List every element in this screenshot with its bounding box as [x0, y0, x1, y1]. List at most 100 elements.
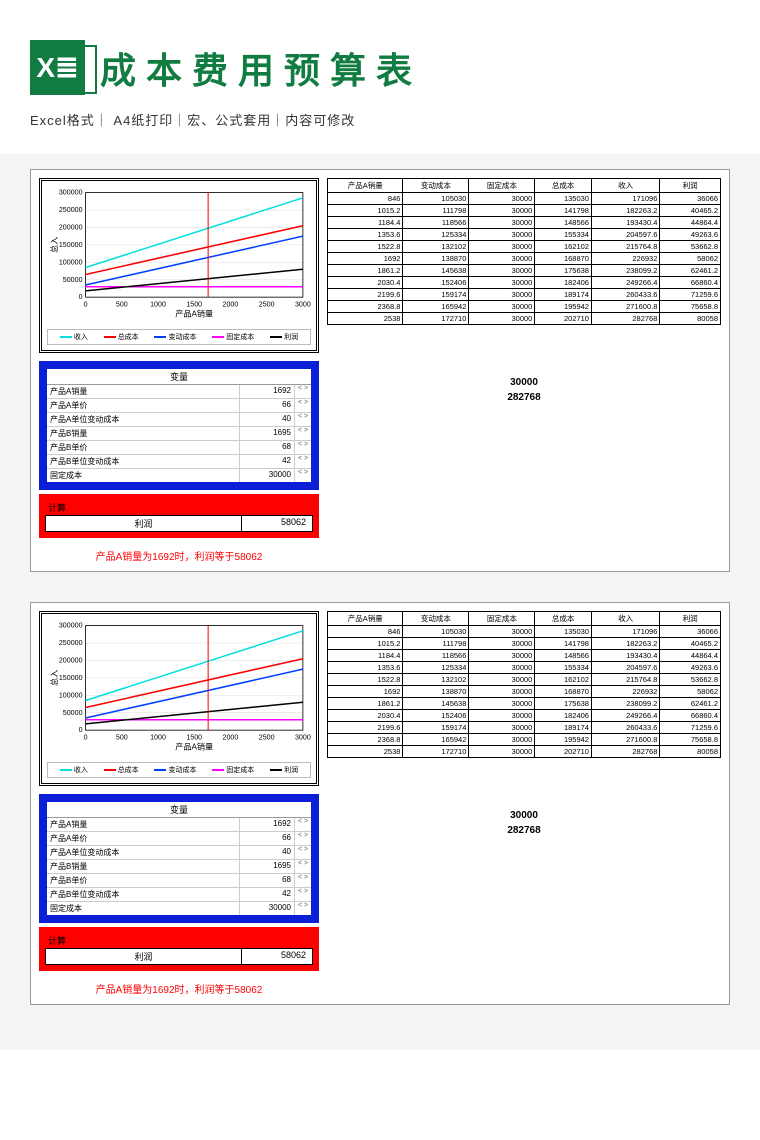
summary-values: 30000 282768	[327, 375, 721, 405]
variable-row: 产品B销量1695< >	[47, 427, 311, 441]
table-row: 2030.415240630000182406249266.466860.4	[328, 710, 721, 722]
svg-text:50000: 50000	[63, 276, 83, 284]
variable-row: 产品A销量1692< >	[47, 818, 311, 832]
calculation-panel: 计算 利润 58062	[39, 927, 319, 971]
sheet-preview-2: 0500001000001500002000002500003000000500…	[30, 602, 730, 1005]
svg-text:1000: 1000	[150, 300, 166, 308]
svg-text:150000: 150000	[59, 241, 83, 249]
line-chart: 0500001000001500002000002500003000000500…	[39, 611, 319, 786]
stepper-control[interactable]: < >	[295, 860, 311, 873]
table-header: 利润	[660, 179, 721, 193]
table-header: 固定成本	[469, 612, 535, 626]
table-header: 收入	[591, 179, 659, 193]
stepper-control[interactable]: < >	[295, 902, 311, 915]
note-text: 产品A销量为1692时，利润等于58062	[39, 548, 319, 563]
page-title: 成本费用预算表	[100, 42, 422, 94]
svg-text:2500: 2500	[259, 300, 275, 308]
stepper-control[interactable]: < >	[295, 818, 311, 831]
svg-text:2000: 2000	[223, 733, 239, 741]
table-row: 1353.612533430000155334204597.649263.6	[328, 229, 721, 241]
svg-text:100000: 100000	[59, 258, 83, 266]
svg-text:500: 500	[116, 733, 128, 741]
variable-row: 产品A单价66< >	[47, 832, 311, 846]
variable-row: 产品B单位变动成本42< >	[47, 888, 311, 902]
variables-panel: 变量 产品A销量1692< >产品A单价66< >产品A单位变动成本40< >产…	[39, 361, 319, 490]
calc-value: 58062	[242, 516, 312, 531]
svg-text:0: 0	[79, 293, 83, 301]
variables-panel: 变量 产品A销量1692< >产品A单价66< >产品A单位变动成本40< >产…	[39, 794, 319, 923]
table-header: 利润	[660, 612, 721, 626]
table-row: 2199.615917430000189174260433.671259.6	[328, 722, 721, 734]
stepper-control[interactable]: < >	[295, 413, 311, 426]
summary-values: 30000 282768	[327, 808, 721, 838]
variable-row: 产品A单位变动成本40< >	[47, 413, 311, 427]
svg-text:1500: 1500	[186, 300, 202, 308]
table-header: 产品A销量	[328, 612, 403, 626]
table-row: 2368.816594230000195942271600.875658.8	[328, 301, 721, 313]
chart-svg: 0500001000001500002000002500003000000500…	[47, 619, 311, 754]
svg-text:1500: 1500	[186, 733, 202, 741]
legend-item: 总成本	[104, 332, 139, 342]
legend-item: 收入	[60, 765, 88, 775]
stepper-control[interactable]: < >	[295, 455, 311, 468]
legend-item: 总成本	[104, 765, 139, 775]
table-row: 1015.211179830000141798182263.240465.2	[328, 205, 721, 217]
stepper-control[interactable]: < >	[295, 385, 311, 398]
svg-text:500: 500	[116, 300, 128, 308]
stepper-control[interactable]: < >	[295, 832, 311, 845]
chart-legend: 收入总成本变动成本固定成本利润	[47, 762, 311, 778]
table-row: 1015.211179830000141798182263.240465.2	[328, 638, 721, 650]
stepper-control[interactable]: < >	[295, 888, 311, 901]
svg-text:150000: 150000	[59, 674, 83, 682]
variable-row: 产品B销量1695< >	[47, 860, 311, 874]
chart-svg: 0500001000001500002000002500003000000500…	[47, 186, 311, 321]
legend-item: 变动成本	[154, 332, 196, 342]
variable-row: 产品A单位变动成本40< >	[47, 846, 311, 860]
table-row: 2368.816594230000195942271600.875658.8	[328, 734, 721, 746]
table-header: 收入	[591, 612, 659, 626]
table-header: 变动成本	[403, 612, 469, 626]
subtitle: Excel格式｜ A4纸打印｜宏、公式套用｜内容可修改	[0, 110, 760, 154]
data-table: 产品A销量变动成本固定成本总成本收入利润84610503030000135030…	[327, 611, 721, 758]
svg-text:3000: 3000	[295, 733, 311, 741]
variable-row: 产品A单价66< >	[47, 399, 311, 413]
svg-text:3000: 3000	[295, 300, 311, 308]
data-table: 产品A销量变动成本固定成本总成本收入利润84610503030000135030…	[327, 178, 721, 325]
variable-row: 固定成本30000< >	[47, 902, 311, 915]
excel-icon: X≣	[30, 40, 85, 95]
variable-row: 产品B单价68< >	[47, 441, 311, 455]
table-header: 产品A销量	[328, 179, 403, 193]
table-row: 1861.214563830000175638238099.262461.2	[328, 698, 721, 710]
table-row: 25381727103000020271028276880058	[328, 313, 721, 325]
legend-item: 变动成本	[154, 765, 196, 775]
preview-area: 氢元素 氢元素 氢元素 氢元素 050000100000150000200000…	[0, 154, 760, 1050]
stepper-control[interactable]: < >	[295, 469, 311, 482]
stepper-control[interactable]: < >	[295, 441, 311, 454]
svg-text:产品A销量: 产品A销量	[175, 741, 213, 751]
table-row: 1861.214563830000175638238099.262461.2	[328, 265, 721, 277]
table-row: 1522.813210230000162102215764.853662.8	[328, 241, 721, 253]
stepper-control[interactable]: < >	[295, 846, 311, 859]
variable-row: 产品B单位变动成本42< >	[47, 455, 311, 469]
variables-header: 变量	[47, 802, 311, 818]
svg-text:总入: 总入	[49, 670, 59, 686]
table-header: 总成本	[535, 612, 592, 626]
stepper-control[interactable]: < >	[295, 427, 311, 440]
svg-text:250000: 250000	[59, 639, 83, 647]
table-row: 16921388703000016887022693258062	[328, 253, 721, 265]
svg-text:2500: 2500	[259, 733, 275, 741]
svg-text:0: 0	[79, 726, 83, 734]
table-header: 总成本	[535, 179, 592, 193]
table-row: 1184.411856630000148566193430.444864.4	[328, 217, 721, 229]
table-row: 1522.813210230000162102215764.853662.8	[328, 674, 721, 686]
table-row: 8461050303000013503017109636066	[328, 626, 721, 638]
stepper-control[interactable]: < >	[295, 874, 311, 887]
legend-item: 固定成本	[212, 332, 254, 342]
variable-row: 产品B单价68< >	[47, 874, 311, 888]
calculation-panel: 计算 利润 58062	[39, 494, 319, 538]
legend-item: 收入	[60, 332, 88, 342]
svg-text:300000: 300000	[59, 189, 83, 197]
legend-item: 固定成本	[212, 765, 254, 775]
svg-text:0: 0	[84, 733, 88, 741]
stepper-control[interactable]: < >	[295, 399, 311, 412]
